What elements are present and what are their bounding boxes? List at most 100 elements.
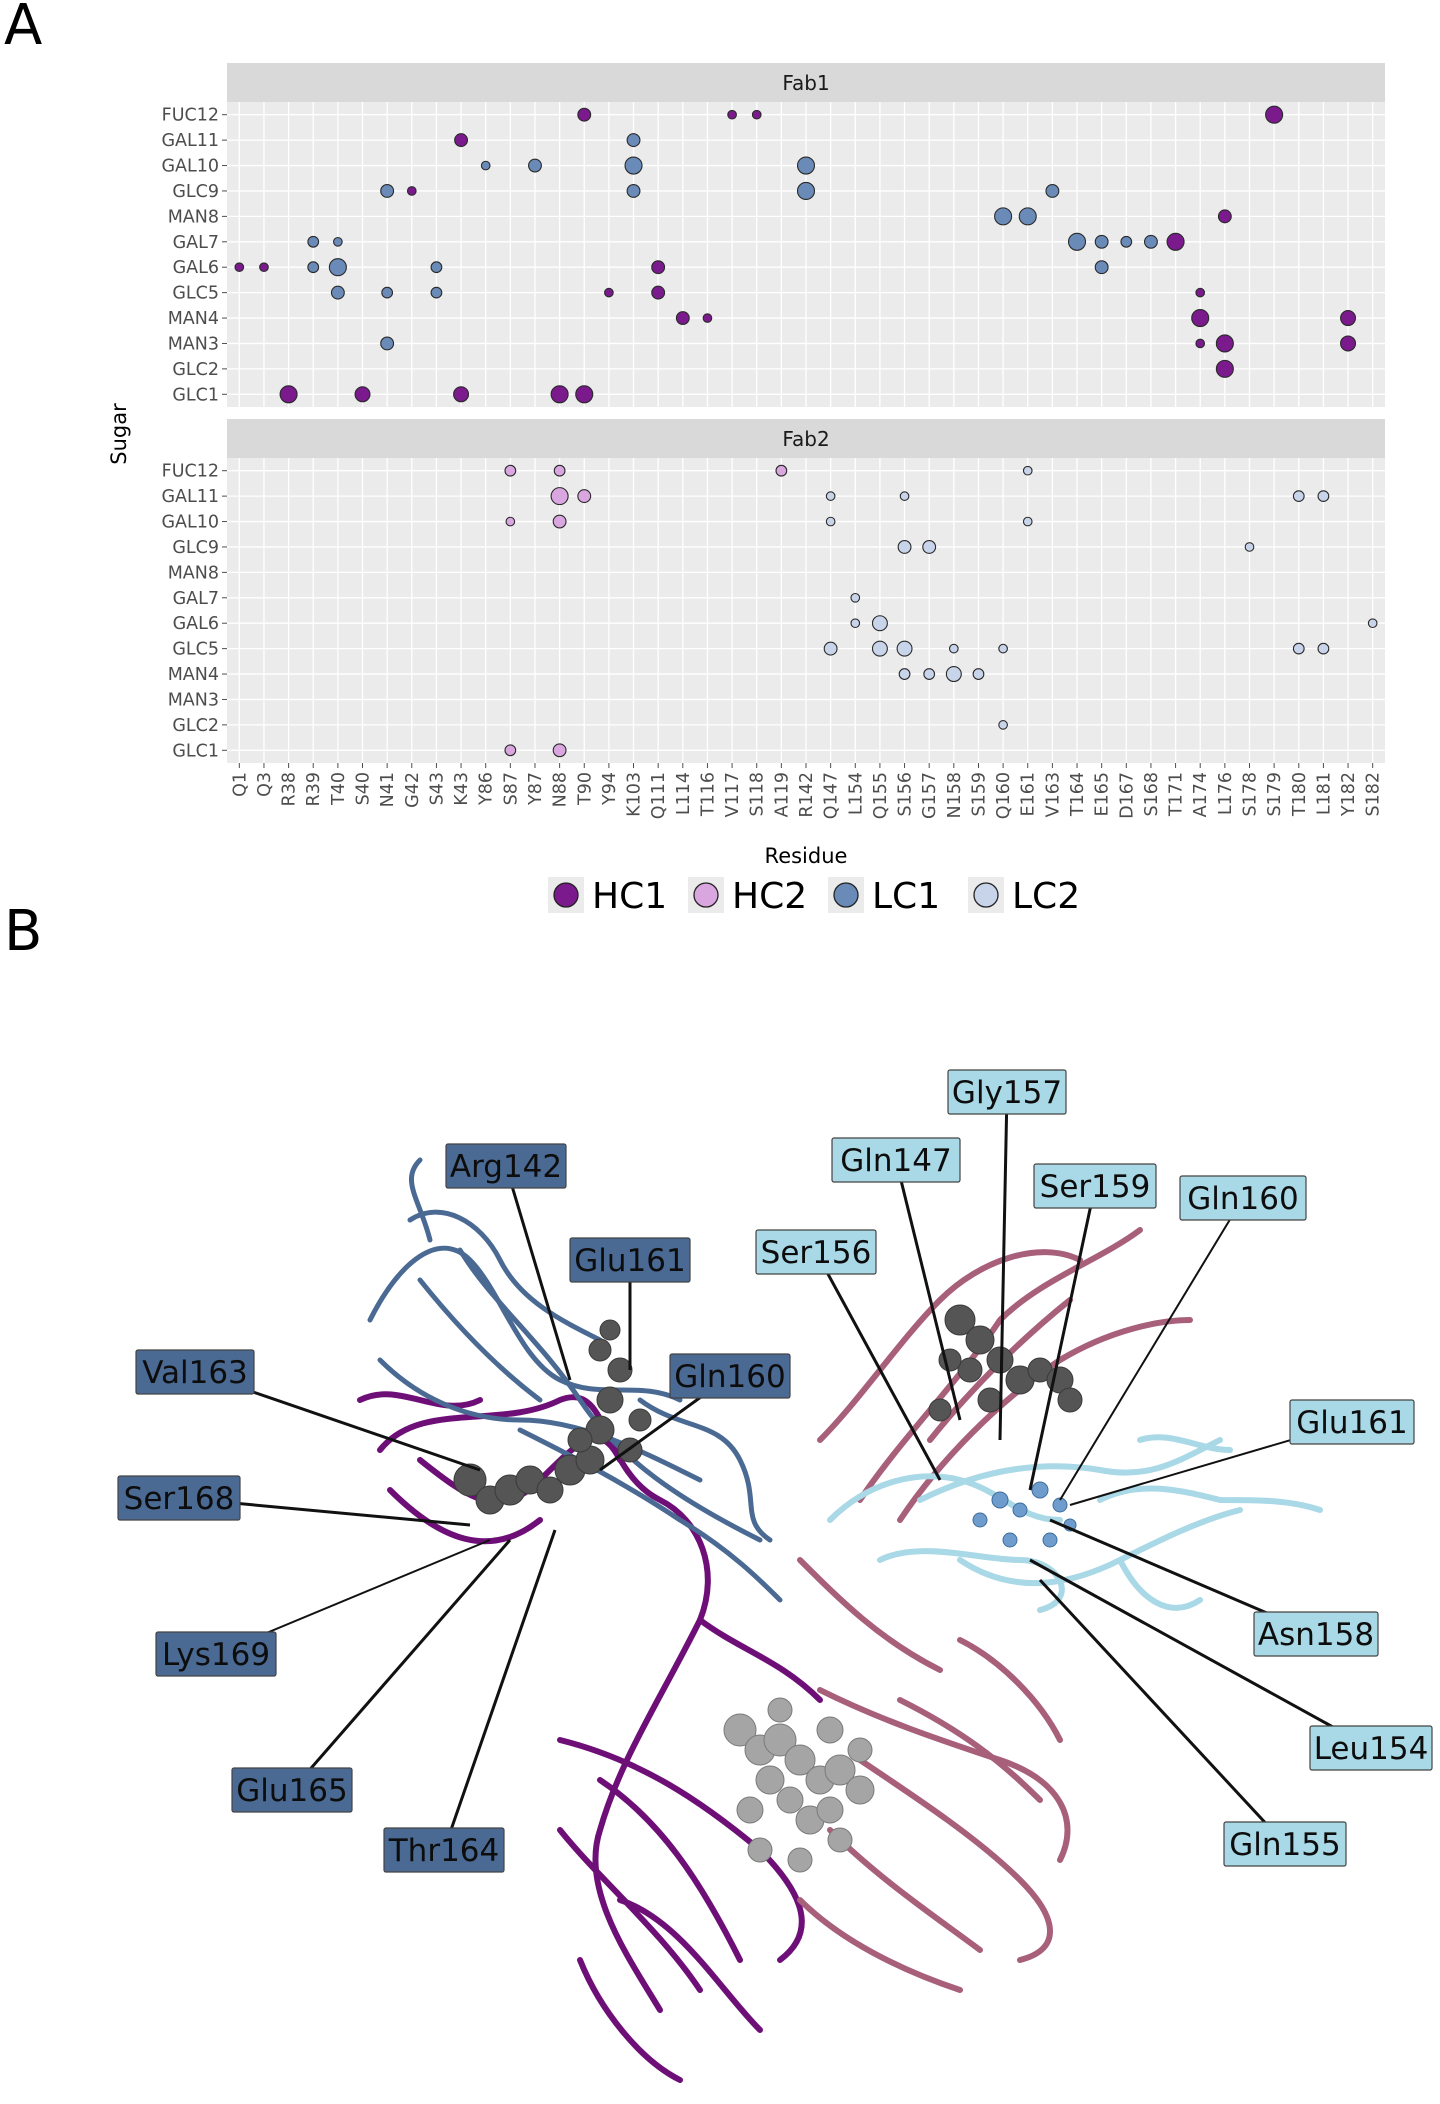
residue-label-lc1: Arg142 [450, 1149, 562, 1185]
x-tick-label: S43 [427, 772, 447, 805]
facet-strip [227, 63, 1385, 102]
y-axis-title: Sugar [107, 403, 131, 465]
data-point-lc1 [796, 181, 816, 201]
data-point-lc1 [328, 258, 347, 277]
x-tick-label: Q147 [822, 772, 842, 819]
data-point-lc2 [1367, 618, 1378, 629]
data-point-hc1 [279, 385, 298, 404]
y-tick-label: GLC9 [172, 182, 219, 202]
data-point-hc2 [505, 516, 516, 527]
residue-label-lc1: Glu161 [574, 1243, 685, 1279]
data-point-lc2 [948, 643, 959, 654]
leader-line [1059, 1197, 1244, 1501]
structure-illustration: Arg142 Glu161 Val163 Gln160 Ser168 Lys169 Glu1… [117, 1069, 1433, 2083]
ball-and-stick-residues [972, 1481, 1077, 1548]
leader-line [442, 1529, 557, 1851]
x-tick-label: Q155 [871, 772, 891, 819]
data-points [234, 105, 1357, 404]
x-tick-label: G42 [403, 772, 423, 808]
data-point-lc1 [380, 336, 395, 351]
data-point-lc1 [430, 261, 443, 274]
x-tick-label: T171 [1167, 772, 1187, 817]
x-tick-label: E161 [1019, 772, 1039, 816]
residue-label-lc1: Lys169 [162, 1637, 270, 1673]
y-tick-label: GLC2 [172, 716, 219, 736]
residue-label-lc2: Leu154 [1314, 1731, 1429, 1767]
x-tick-label: N41 [378, 772, 398, 807]
y-tick-label: GLC1 [172, 385, 219, 405]
leader-line [894, 1159, 962, 1421]
panel-letter-b: B [4, 899, 42, 964]
residue-label-lc2: Ser156 [761, 1235, 872, 1271]
x-tick-label: K43 [452, 772, 472, 806]
y-tick-label: MAN4 [168, 665, 219, 685]
data-point-lc1 [307, 235, 320, 248]
data-point-hc1 [1265, 105, 1284, 124]
data-point-lc2 [1317, 642, 1330, 655]
data-point-lc2 [972, 668, 985, 680]
y-tick-label: GAL10 [161, 157, 219, 177]
data-point-lc2 [923, 668, 936, 680]
residue-label-lc2: Gly157 [952, 1075, 1062, 1111]
y-tick-labels: FUC12 GAL11 GAL10 GLC9 MAN8 GAL7 GAL6 GLC5 MAN4 M… [161, 462, 227, 761]
residue-label-box-lc2 [1309, 1725, 1433, 1771]
data-point-lc2 [850, 618, 861, 629]
residue-label-box-lc1 [569, 1237, 691, 1283]
y-tick-label: GAL6 [173, 258, 219, 278]
data-point-hc1 [454, 133, 469, 148]
data-point-hc1 [727, 109, 737, 120]
data-point-lc2 [871, 640, 888, 657]
residue-label-box-lc2 [831, 1137, 961, 1183]
data-point-lc2 [1292, 490, 1305, 503]
x-tick-label: G157 [920, 772, 940, 819]
y-tick-label: GAL7 [173, 589, 219, 609]
leader-line [998, 1091, 1009, 1441]
residue-label-lc1: Glu165 [236, 1773, 347, 1809]
data-point-lc1 [626, 133, 641, 148]
residue-label-lc2: Glu161 [1296, 1405, 1407, 1441]
y-tick-label: GAL11 [161, 487, 219, 507]
data-point-lc1 [333, 236, 343, 247]
data-point-lc2 [825, 516, 836, 527]
data-point-lc1 [1018, 207, 1037, 226]
data-point-hc1 [1191, 308, 1210, 328]
y-tick-label: MAN4 [168, 309, 219, 329]
residue-label-lc2: Gln155 [1229, 1827, 1340, 1863]
x-tick-label: T40 [329, 772, 349, 806]
x-tick-label: Q111 [649, 772, 669, 819]
x-axis-title: Residue [765, 844, 848, 868]
data-point-hc2 [577, 489, 592, 504]
residue-label-box-lc1 [669, 1353, 791, 1399]
data-point-lc2 [825, 491, 836, 501]
data-point-hc1 [604, 287, 614, 298]
data-point-hc1 [406, 186, 417, 196]
data-point-lc1 [626, 184, 641, 198]
data-point-hc1 [651, 285, 666, 300]
data-point-lc2 [1244, 542, 1255, 552]
leader-line [1029, 1558, 1372, 1750]
data-point-hc1 [675, 311, 690, 325]
leader-line [1028, 1185, 1097, 1491]
data-point-hc1 [1215, 334, 1234, 353]
residue-label-lc2: Gln147 [840, 1143, 951, 1179]
y-tick-label: GLC2 [172, 360, 219, 380]
legend-label: HC2 [732, 876, 807, 917]
data-point-lc2 [922, 540, 937, 554]
residue-label-box-lc1 [383, 1827, 505, 1873]
data-point-hc1 [1217, 209, 1232, 224]
data-point-hc2 [550, 487, 569, 506]
data-point-lc2 [1022, 516, 1033, 527]
data-point-lc2 [823, 641, 838, 656]
residue-label-box-lc1 [117, 1475, 241, 1521]
data-point-lc1 [1094, 234, 1109, 249]
data-point-lc1 [430, 286, 443, 299]
y-tick-label: GAL11 [161, 131, 219, 151]
x-tick-label: L176 [1216, 772, 1236, 815]
leader-line [290, 1539, 512, 1791]
legend-label: LC1 [872, 876, 940, 917]
x-tick-label: S179 [1265, 772, 1285, 817]
y-tick-label: GAL6 [173, 614, 219, 634]
facet-fab2: Fab2 FUC12 GAL11 GAL10 GLC9 MAN8 GAL7 GAL6 GLC5… [161, 419, 1385, 763]
residue-label-box-lc1 [135, 1349, 255, 1395]
facet-strip-label: Fab2 [782, 427, 829, 451]
